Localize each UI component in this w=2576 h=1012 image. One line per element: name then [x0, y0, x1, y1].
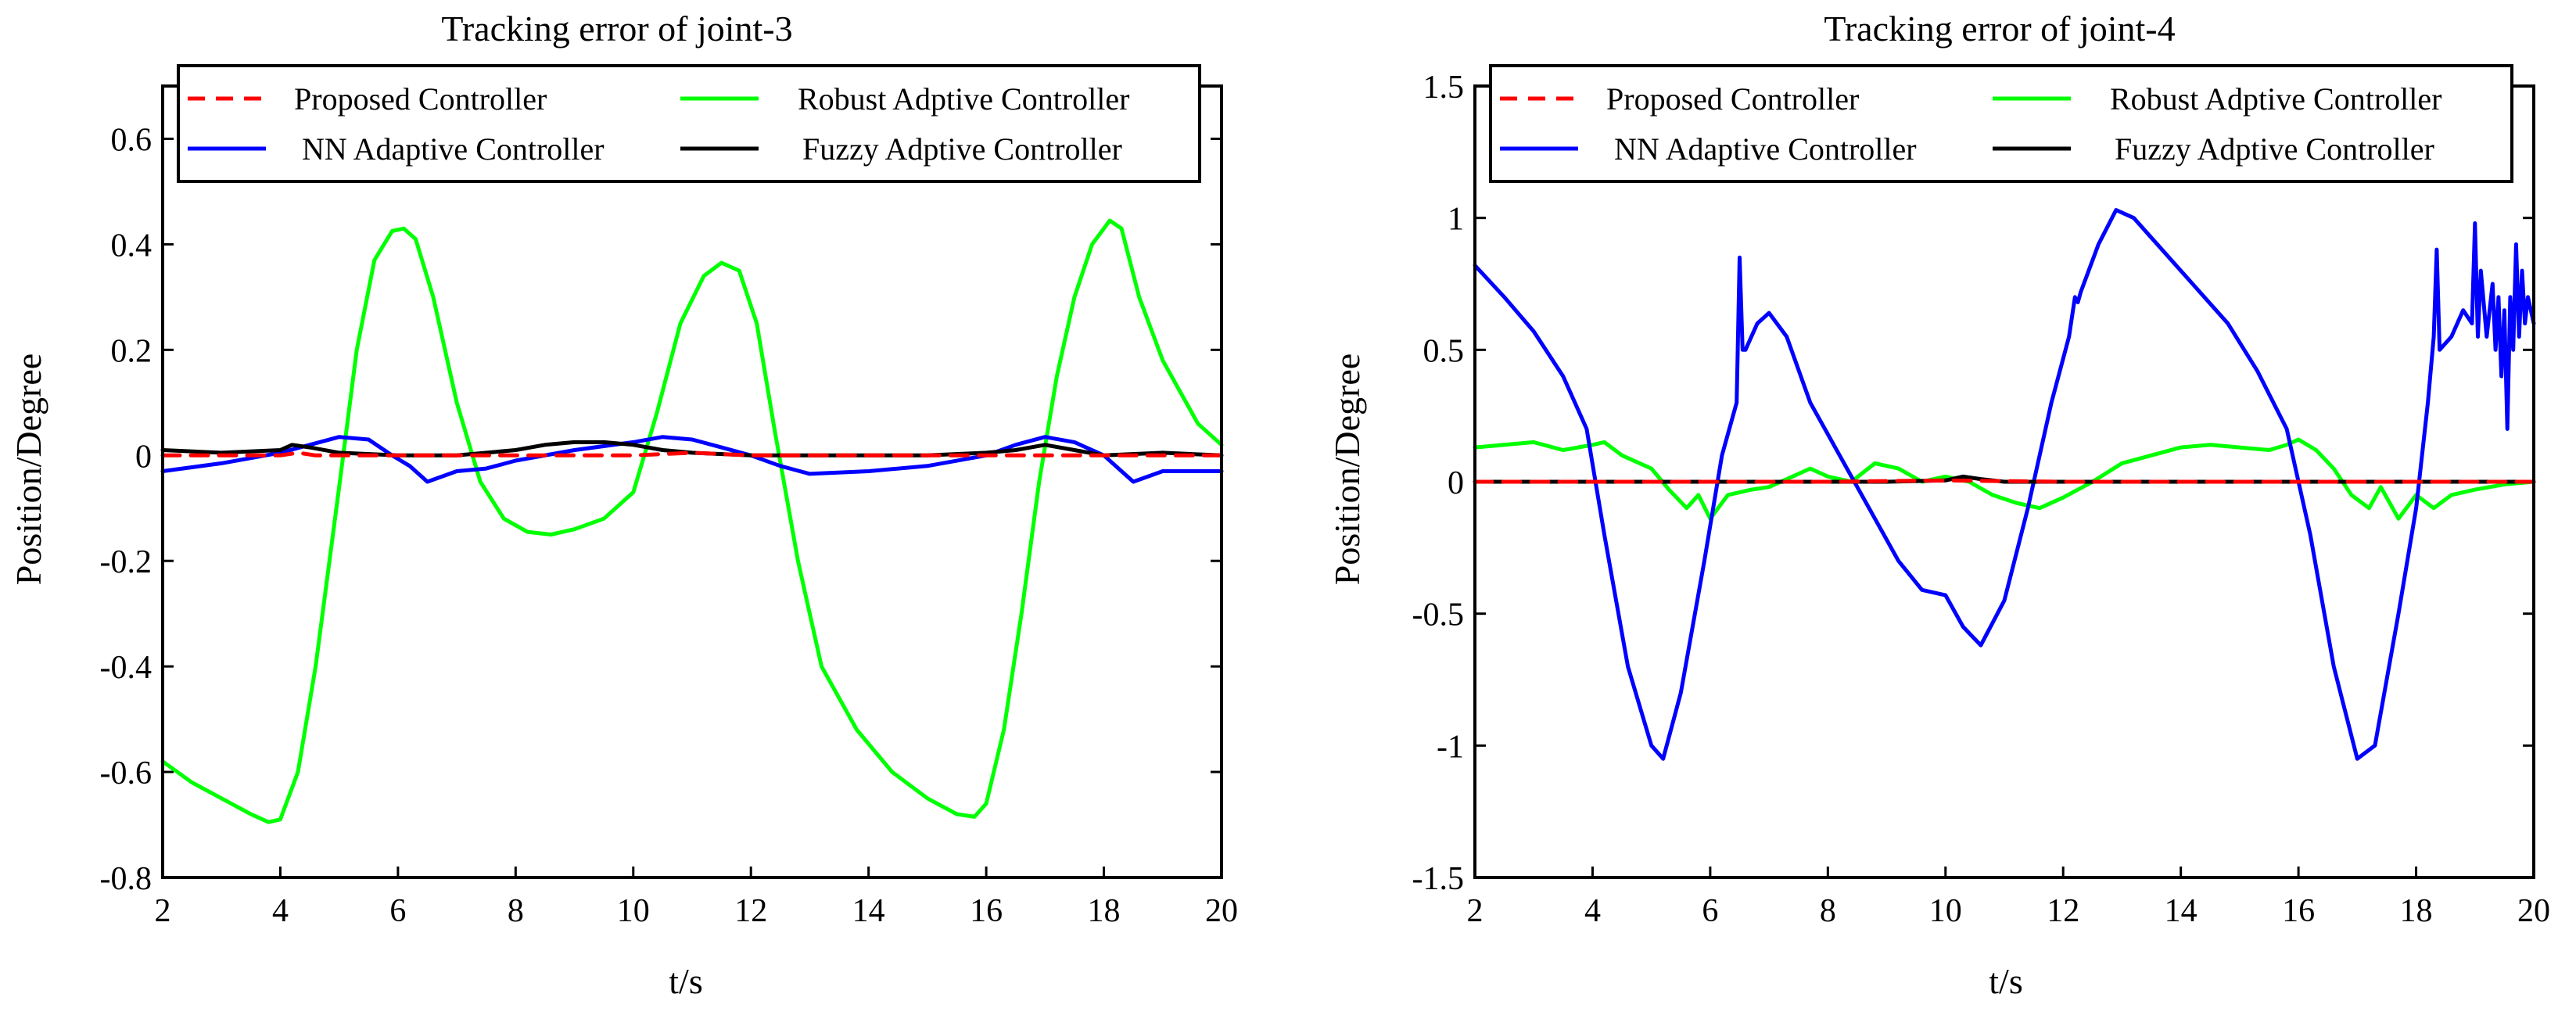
x-tick-label: 14 [2165, 893, 2197, 929]
legend-label-robust: Robust Adptive Controller [798, 81, 1129, 117]
legend-label-fuzzy: Fuzzy Adptive Controller [2115, 131, 2434, 167]
chart-joint-4: Tracking error of joint-4 Position/Degre… [1327, 9, 2550, 1001]
chart-title: Tracking error of joint-3 [441, 9, 792, 48]
x-tick-label: 20 [1205, 893, 1238, 929]
x-tick-label: 4 [272, 893, 289, 929]
series-line-fuzzy [160, 440, 1224, 458]
y-tick-labels: -1.5 -1 -0.5 0 0.5 1 1.5 [1412, 70, 1465, 897]
y-tick-label: 0.4 [111, 228, 152, 264]
tick-marks [161, 86, 1223, 879]
x-tick-label: 18 [2400, 893, 2433, 929]
plot-frame [161, 84, 1223, 879]
x-tick-label: 10 [617, 893, 650, 929]
x-tick-label: 20 [2517, 893, 2550, 929]
x-tick-label: 2 [155, 893, 171, 929]
x-tick-label: 6 [389, 893, 406, 929]
y-tick-label: 0 [135, 439, 152, 475]
x-tick-label: 6 [1702, 893, 1718, 929]
y-tick-label: 0.6 [111, 122, 152, 158]
x-tick-label: 16 [2282, 893, 2315, 929]
y-tick-label: -0.5 [1412, 598, 1465, 633]
series-line-proposed [160, 450, 1224, 458]
y-tick-label: -1 [1437, 729, 1464, 765]
series-lines [160, 218, 1224, 824]
x-tick-label: 4 [1584, 893, 1601, 929]
x-tick-label: 14 [852, 893, 885, 929]
chart-title: Tracking error of joint-4 [1824, 9, 2175, 48]
x-tick-labels: 2 4 6 8 10 12 14 16 18 20 [1467, 893, 2551, 929]
x-axis-label: t/s [1989, 961, 2022, 1001]
chart-joint-3: Tracking error of joint-3 Position/Degre… [9, 9, 1238, 1001]
y-tick-label: -0.8 [100, 861, 152, 897]
series-line-nn [160, 435, 1224, 484]
legend-label-nn: NN Adaptive Controller [1614, 131, 1917, 167]
y-tick-label: 0 [1448, 465, 1464, 501]
legend-box [177, 64, 1201, 183]
legend-label-proposed: Proposed Controller [294, 81, 547, 117]
y-tick-label: 1.5 [1423, 70, 1465, 106]
x-tick-label: 12 [2047, 893, 2079, 929]
y-tick-label: 0.5 [1423, 333, 1465, 369]
y-tick-label: 0.2 [111, 333, 152, 369]
series-line-robust [160, 218, 1224, 824]
x-tick-label: 18 [1088, 893, 1121, 929]
series-line-proposed [1473, 478, 2536, 484]
x-tick-label: 10 [1929, 893, 1962, 929]
legend-label-robust: Robust Adptive Controller [2110, 81, 2441, 117]
series-lines [1473, 208, 2536, 761]
legend-label-fuzzy: Fuzzy Adptive Controller [802, 131, 1122, 167]
y-tick-label: -0.2 [100, 544, 152, 580]
legend: Proposed Controller Robust Adptive Contr… [1489, 64, 2513, 183]
series-line-robust [1473, 437, 2536, 521]
legend: Proposed Controller Robust Adptive Contr… [177, 64, 1201, 183]
x-tick-label: 16 [970, 893, 1003, 929]
x-axis-label: t/s [669, 961, 702, 1001]
x-tick-labels: 2 4 6 8 10 12 14 16 18 20 [155, 893, 1239, 929]
legend-label-nn: NN Adaptive Controller [302, 131, 605, 167]
series-line-nn [1473, 208, 2536, 761]
y-tick-label: -0.4 [100, 650, 152, 686]
legend-box [1489, 64, 2513, 183]
x-tick-label: 2 [1467, 893, 1484, 929]
legend-label-proposed: Proposed Controller [1606, 81, 1859, 117]
x-tick-label: 8 [508, 893, 524, 929]
x-tick-label: 8 [1820, 893, 1836, 929]
y-tick-labels: -0.8 -0.6 -0.4 -0.2 0 0.2 0.4 0.6 [100, 122, 152, 897]
y-tick-label: 1 [1448, 202, 1464, 238]
y-tick-label: -0.6 [100, 755, 152, 791]
y-tick-label: -1.5 [1412, 861, 1465, 897]
y-axis-label: Position/Degree [9, 353, 48, 585]
x-tick-label: 12 [734, 893, 767, 929]
y-axis-label: Position/Degree [1327, 353, 1367, 585]
